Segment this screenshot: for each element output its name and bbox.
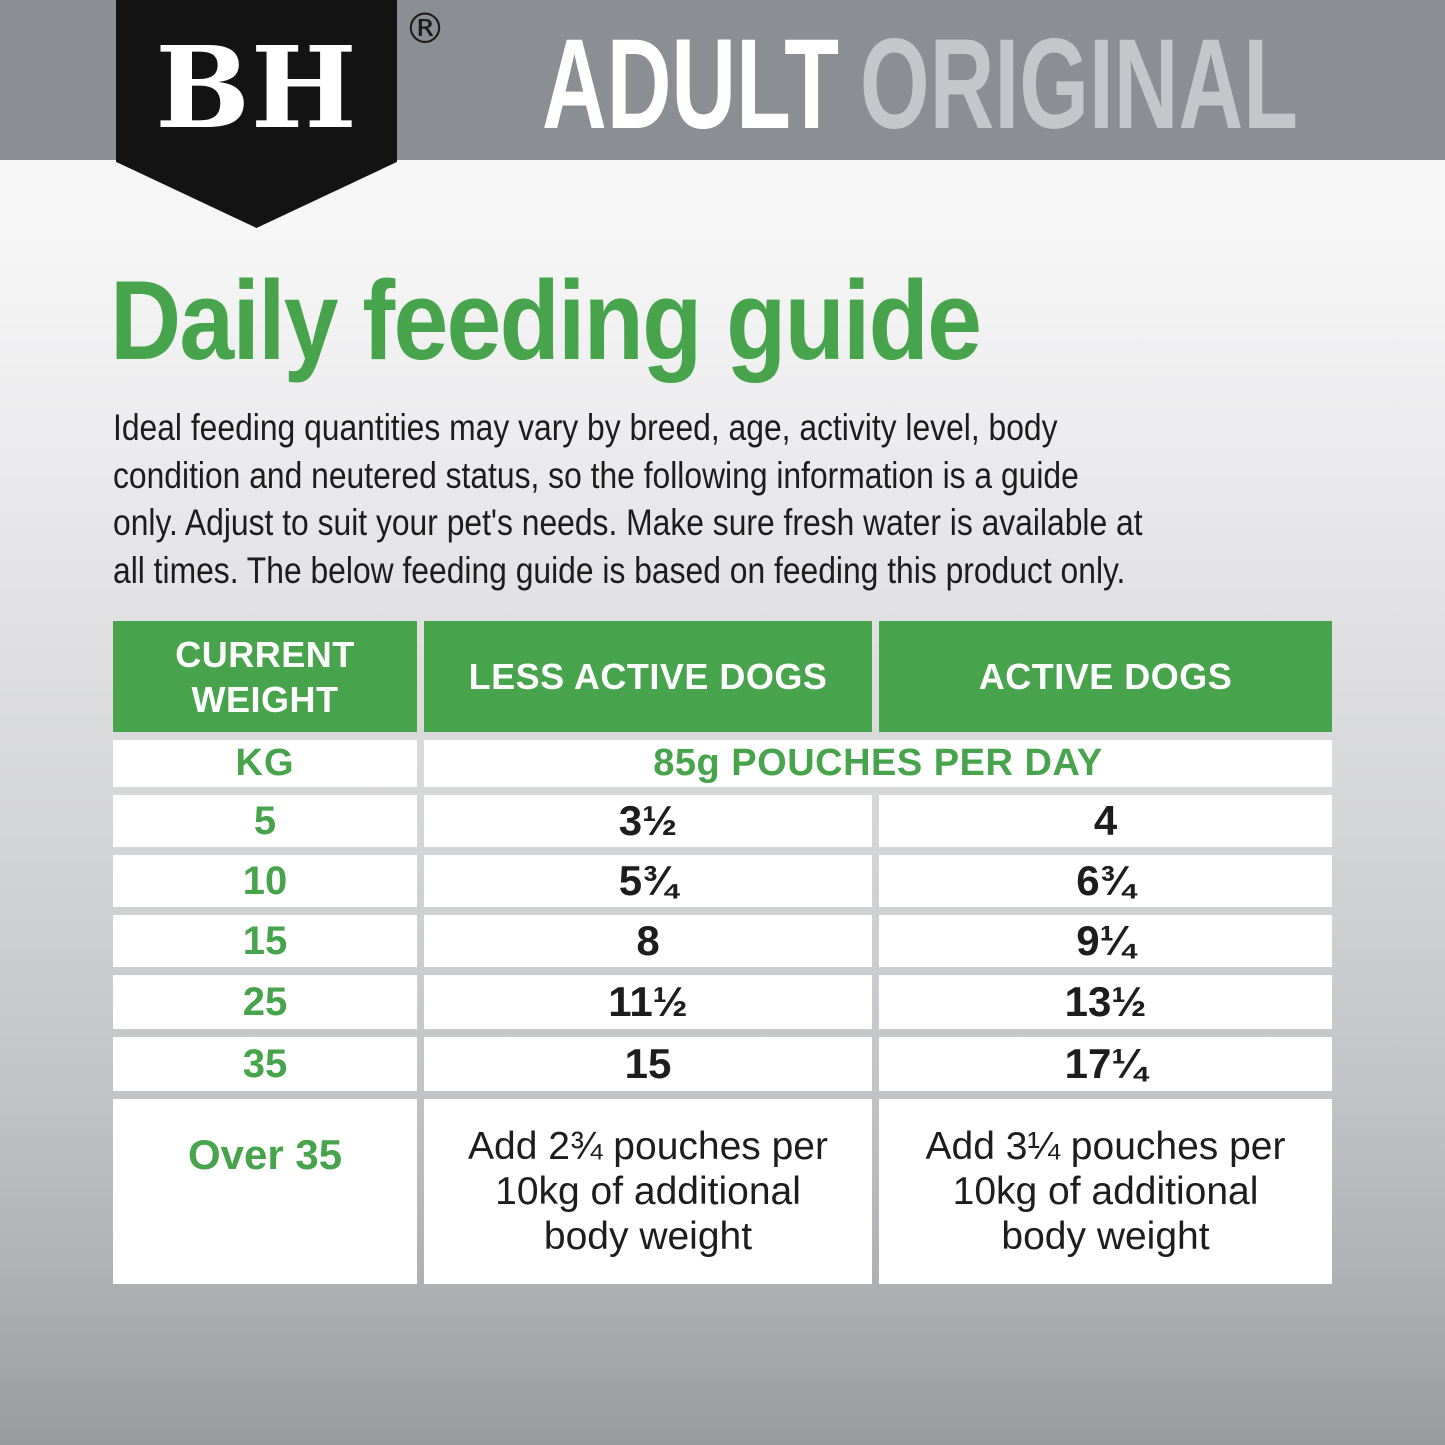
- weight-cell-over-35: Over 35: [113, 1099, 417, 1284]
- col-header-active-dogs: ACTIVE DOGS: [879, 621, 1332, 732]
- intro-paragraph: Ideal feeding quantities may vary by bre…: [113, 407, 1143, 591]
- active-note-cell: Add 3¼ pouches per 10kg of additional bo…: [879, 1099, 1332, 1284]
- product-line-label: ADULT: [542, 13, 839, 156]
- variant-label: ORIGINAL: [859, 13, 1298, 156]
- less-active-note-cell: Add 2¾ pouches per 10kg of additional bo…: [424, 1099, 872, 1284]
- active-cell: 9¼: [879, 915, 1332, 967]
- col-header-current-weight: CURRENT WEIGHT: [113, 621, 417, 732]
- weight-cell: 35: [113, 1037, 417, 1091]
- active-cell: 17¼: [879, 1037, 1332, 1091]
- band-title: ADULT ORIGINAL: [542, 21, 1298, 149]
- active-cell: 13½: [879, 975, 1332, 1029]
- less-active-cell: 11½: [424, 975, 872, 1029]
- less-active-cell: 15: [424, 1037, 872, 1091]
- feeding-table: CURRENT WEIGHT LESS ACTIVE DOGS ACTIVE D…: [113, 621, 1332, 1284]
- unit-cell-kg: KG: [113, 740, 417, 787]
- less-active-cell: 8: [424, 915, 872, 967]
- less-active-cell: 3½: [424, 795, 872, 847]
- unit-cell-pouches-per-day: 85g POUCHES PER DAY: [424, 740, 1332, 787]
- less-active-cell: 5¾: [424, 855, 872, 907]
- registered-trademark-icon: ®: [404, 4, 446, 53]
- weight-cell: 5: [113, 795, 417, 847]
- col-header-less-active-dogs: LESS ACTIVE DOGS: [424, 621, 872, 732]
- active-cell: 6¾: [879, 855, 1332, 907]
- brand-banner: BH: [116, 0, 397, 228]
- weight-cell: 25: [113, 975, 417, 1029]
- brand-logo-text: BH: [155, 23, 358, 154]
- page-title: Daily feeding guide: [110, 258, 982, 383]
- weight-cell: 10: [113, 855, 417, 907]
- weight-cell: 15: [113, 915, 417, 967]
- active-cell: 4: [879, 795, 1332, 847]
